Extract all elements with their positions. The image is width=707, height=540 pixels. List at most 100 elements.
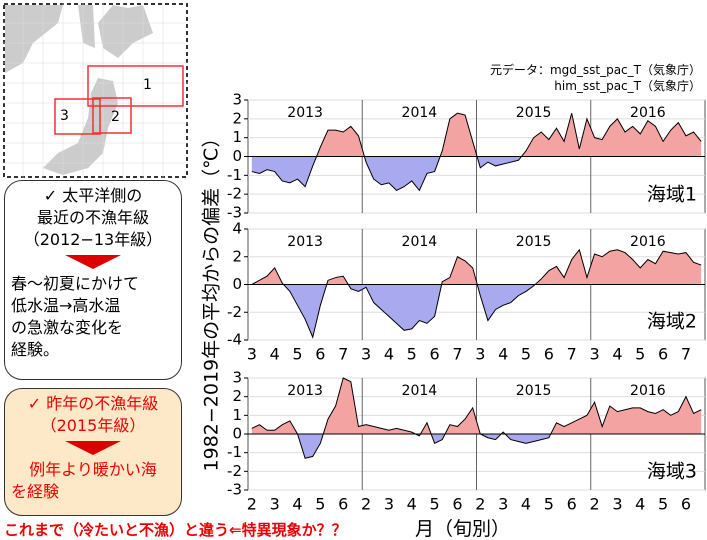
x-tick-label: 7 bbox=[452, 345, 462, 364]
year-label: 2015 bbox=[516, 234, 552, 250]
x-tick-label: 3 bbox=[475, 345, 485, 364]
region-number: 3 bbox=[60, 108, 69, 124]
region-number: 1 bbox=[143, 77, 152, 93]
y-axis-label: 1982−2019年の平均からの偏差（℃） bbox=[201, 129, 223, 472]
y-tick-label: 0 bbox=[232, 275, 242, 293]
box-heading: ✓ 昨年の不漁年級 bbox=[27, 394, 159, 413]
info-box: ✓ 昨年の不漁年級 （2015年級） 例年より暖かい海 を経験 bbox=[4, 388, 182, 516]
y-tick-label: 4 bbox=[232, 220, 242, 238]
arrow bbox=[65, 441, 121, 455]
x-tick-label: 3 bbox=[589, 345, 599, 364]
x-tick-label: 6 bbox=[452, 495, 462, 514]
region-label: 海域3 bbox=[647, 461, 697, 483]
x-tick-label: 6 bbox=[544, 345, 554, 364]
box-body: 低水温→高水温 bbox=[11, 296, 121, 315]
land bbox=[98, 5, 153, 58]
year-label: 2014 bbox=[402, 383, 438, 399]
y-tick-label: -2 bbox=[227, 462, 242, 480]
x-tick-label: 3 bbox=[498, 495, 508, 514]
x-tick-label: 7 bbox=[338, 345, 348, 364]
land bbox=[78, 5, 95, 48]
x-tick-label: 3 bbox=[270, 495, 280, 514]
region-label: 海域1 bbox=[647, 184, 697, 206]
x-tick-label: 6 bbox=[658, 345, 668, 364]
positive-area bbox=[251, 378, 702, 434]
y-tick-label: -4 bbox=[227, 331, 242, 349]
y-tick-label: 3 bbox=[232, 369, 242, 387]
y-tick-label: -2 bbox=[227, 185, 242, 203]
x-tick-label: 3 bbox=[361, 345, 371, 364]
plot-frame bbox=[247, 377, 706, 491]
positive-area bbox=[251, 249, 702, 285]
anomaly-line bbox=[251, 377, 702, 459]
x-tick-label: 2 bbox=[589, 495, 599, 514]
x-tick-label: 6 bbox=[567, 495, 577, 514]
footer: これまで（冷たいと不漁）と違う⇐特異現象か？？ bbox=[4, 521, 347, 539]
arrow bbox=[65, 255, 121, 269]
x-tick-label: 5 bbox=[315, 495, 325, 514]
year-label: 2013 bbox=[287, 234, 323, 250]
region-box bbox=[87, 65, 184, 107]
x-tick-label: 4 bbox=[521, 495, 531, 514]
box-line: （2015年級） bbox=[40, 416, 146, 435]
x-tick-label: 6 bbox=[315, 345, 325, 364]
region-box bbox=[54, 98, 101, 135]
map: 1 2 3 bbox=[3, 3, 188, 178]
year-label: 2014 bbox=[402, 105, 438, 121]
x-tick-label: 4 bbox=[270, 345, 280, 364]
x-tick-label: 6 bbox=[681, 495, 691, 514]
y-tick-label: 2 bbox=[232, 109, 242, 127]
box-body: の急激な変化を bbox=[11, 318, 124, 337]
box-body: 春～初夏にかけて bbox=[11, 274, 140, 293]
box-line: 最近の不漁年級 bbox=[36, 208, 149, 227]
map-grid bbox=[3, 3, 188, 178]
negative-area bbox=[251, 434, 702, 459]
y-tick-label: -3 bbox=[227, 204, 242, 222]
box-body: を経験 bbox=[11, 482, 60, 501]
box-body: 例年より暖かい海 bbox=[29, 460, 157, 479]
source-line: him_sst_pac_T（気象庁） bbox=[554, 79, 701, 93]
negative-area bbox=[251, 156, 702, 191]
y-tick-label: 2 bbox=[232, 247, 242, 265]
info-box: ✓ 太平洋側の 最近の不漁年級 （2012−13年級） 春～初夏にかけて 低水温… bbox=[4, 180, 182, 380]
x-tick-label: 4 bbox=[498, 345, 508, 364]
x-tick-label: 5 bbox=[292, 345, 302, 364]
x-tick-label: 2 bbox=[475, 495, 485, 514]
y-tick-label: -1 bbox=[227, 166, 242, 184]
box-body: 経験。 bbox=[11, 340, 60, 359]
x-tick-label: 4 bbox=[384, 345, 394, 364]
x-tick-label: 2 bbox=[247, 495, 257, 514]
year-label: 2013 bbox=[287, 105, 323, 121]
x-tick-label: 5 bbox=[544, 495, 554, 514]
y-tick-label: 3 bbox=[232, 91, 242, 109]
y-tick-label: -1 bbox=[227, 443, 242, 461]
x-tick-label: 5 bbox=[658, 495, 668, 514]
plot-frame bbox=[247, 228, 706, 341]
year-label: 2014 bbox=[402, 234, 438, 250]
year-label: 2016 bbox=[630, 105, 666, 121]
year-label: 2016 bbox=[630, 383, 666, 399]
positive-area bbox=[251, 113, 702, 157]
x-tick-label: 4 bbox=[292, 495, 302, 514]
region-number: 2 bbox=[111, 109, 120, 125]
year-label: 2015 bbox=[516, 105, 552, 121]
y-tick-label: 0 bbox=[232, 425, 242, 443]
year-label: 2016 bbox=[630, 234, 666, 250]
x-tick-label: 5 bbox=[407, 345, 417, 364]
x-tick-label: 3 bbox=[384, 495, 394, 514]
source-line: 元データ：mgd_sst_pac_T（気象庁） bbox=[489, 63, 701, 77]
region-box bbox=[92, 97, 132, 134]
year-label: 2015 bbox=[516, 383, 552, 399]
x-tick-label: 5 bbox=[430, 495, 440, 514]
source-note: 元データ：mgd_sst_pac_T（気象庁） him_sst_pac_T（気象… bbox=[490, 62, 701, 94]
box-heading: ✓ 太平洋側の bbox=[43, 186, 143, 205]
y-tick-label: 2 bbox=[232, 387, 242, 405]
x-tick-label: 5 bbox=[521, 345, 531, 364]
y-tick-label: 1 bbox=[232, 406, 242, 424]
x-axis-label: 月（旬別） bbox=[415, 518, 511, 540]
x-tick-label: 4 bbox=[612, 345, 622, 364]
year-label: 2013 bbox=[287, 383, 323, 399]
y-tick-label: 0 bbox=[232, 147, 242, 165]
land bbox=[5, 5, 63, 73]
x-tick-label: 3 bbox=[247, 345, 257, 364]
